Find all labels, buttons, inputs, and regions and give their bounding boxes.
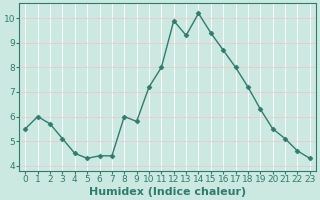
X-axis label: Humidex (Indice chaleur): Humidex (Indice chaleur) (89, 187, 246, 197)
